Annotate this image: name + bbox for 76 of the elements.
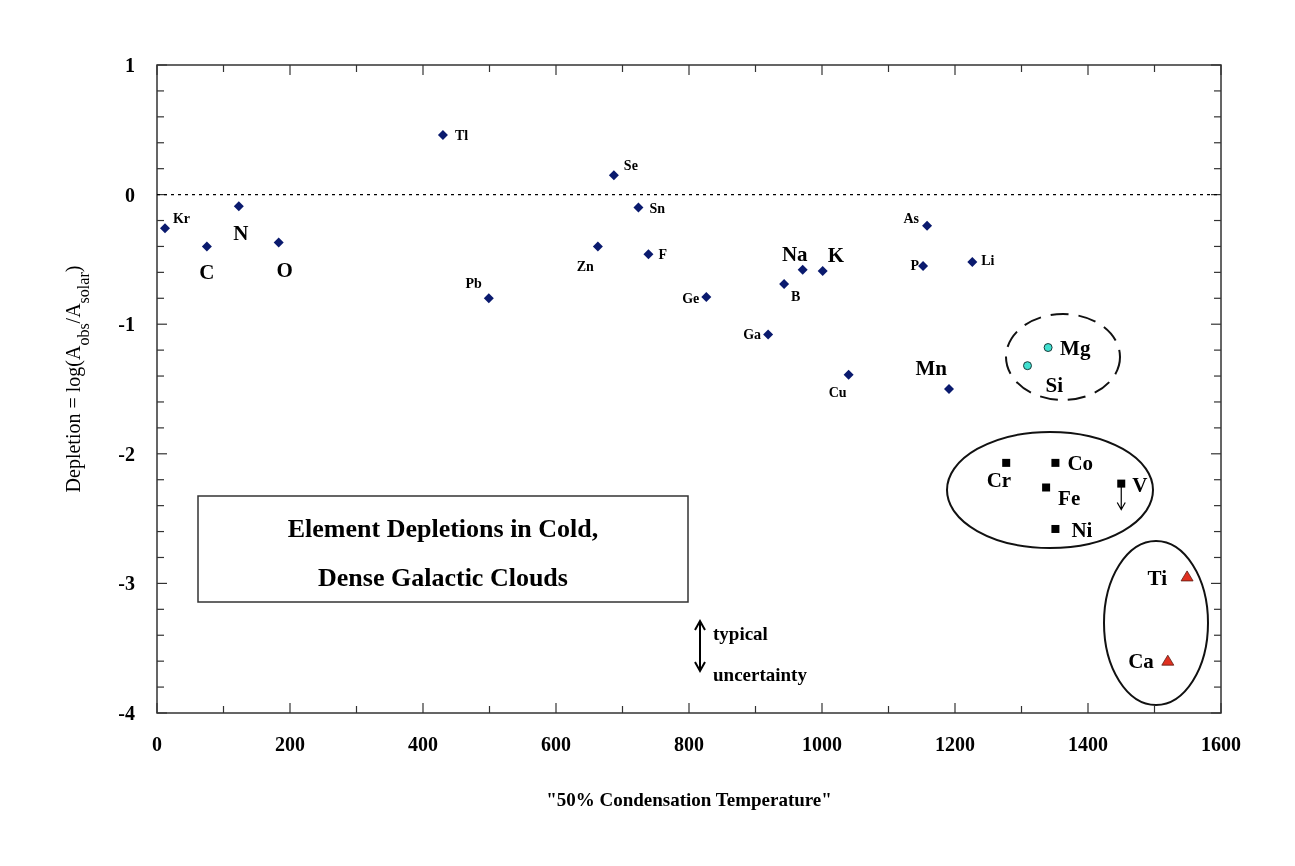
annotation: V bbox=[1132, 472, 1148, 497]
annotation: Sn bbox=[649, 200, 666, 216]
point bbox=[922, 220, 933, 231]
annotation: Ga bbox=[743, 326, 762, 342]
annotation: Cr bbox=[986, 467, 1012, 492]
annotation: typical uncertainty bbox=[713, 623, 808, 685]
point bbox=[437, 129, 448, 140]
point bbox=[1022, 361, 1032, 371]
point bbox=[1042, 483, 1051, 492]
annotation: Na bbox=[781, 241, 809, 266]
point bbox=[483, 293, 494, 304]
x-tick-label: 800 bbox=[674, 733, 704, 755]
annotation: B bbox=[791, 289, 801, 305]
x-tick-label: 400 bbox=[408, 733, 438, 755]
y-tick-label: -2 bbox=[118, 442, 135, 465]
annotation: Tl bbox=[454, 127, 469, 143]
annotation: F bbox=[658, 247, 667, 263]
x-tick-label: 600 bbox=[541, 733, 571, 755]
y-tick-label: -1 bbox=[118, 313, 135, 336]
annotation: Ni bbox=[1071, 517, 1093, 542]
annotation: Fe bbox=[1058, 486, 1081, 511]
annotation: N bbox=[233, 221, 249, 246]
point bbox=[1180, 570, 1194, 582]
point bbox=[1161, 654, 1175, 666]
annotation: Mg bbox=[1060, 335, 1091, 360]
annotation: Ca bbox=[1128, 649, 1155, 674]
point bbox=[233, 201, 244, 212]
point bbox=[763, 329, 774, 340]
point bbox=[1051, 524, 1060, 533]
point bbox=[967, 256, 978, 267]
y-tick-label: 1 bbox=[125, 54, 135, 76]
y-tick-label: 0 bbox=[125, 183, 135, 206]
point bbox=[944, 384, 955, 394]
annotation: O bbox=[276, 257, 293, 282]
point bbox=[201, 241, 212, 252]
x-tick-label: 200 bbox=[275, 733, 305, 755]
point bbox=[797, 264, 808, 275]
annotation: Li bbox=[981, 252, 995, 268]
point bbox=[918, 260, 929, 271]
annotation: Zn bbox=[576, 259, 595, 275]
x-tick-label: 1000 bbox=[802, 733, 842, 755]
annotation: Kr bbox=[172, 211, 191, 227]
point bbox=[592, 241, 603, 252]
point bbox=[643, 249, 654, 260]
point bbox=[608, 170, 619, 181]
point bbox=[633, 202, 644, 213]
annotation: Cu bbox=[828, 384, 847, 400]
x-tick-label: 1600 bbox=[1201, 733, 1241, 755]
text: Element Depletions in Cold, Dense Galactic Clouds bbox=[287, 514, 599, 592]
annotation: Si bbox=[1045, 372, 1064, 397]
point bbox=[1043, 343, 1053, 353]
x-tick-label: 1200 bbox=[935, 733, 975, 755]
x-axis-title: "50% Condensation Temperature" bbox=[546, 789, 832, 810]
point bbox=[1117, 479, 1126, 488]
point bbox=[843, 369, 854, 380]
x-tick-label: 0 bbox=[152, 733, 162, 755]
annotation: Co bbox=[1067, 450, 1094, 475]
point bbox=[779, 279, 790, 290]
point bbox=[273, 237, 284, 248]
annotation: As bbox=[903, 210, 920, 226]
annotation: Se bbox=[623, 158, 638, 174]
annotation: C bbox=[199, 260, 215, 285]
annotation: Ge bbox=[682, 290, 700, 306]
point bbox=[1002, 458, 1011, 467]
annotation: K bbox=[827, 243, 845, 268]
annotation: P bbox=[910, 257, 920, 273]
annotation: Ti bbox=[1147, 565, 1168, 590]
y-tick-label: -3 bbox=[118, 572, 135, 595]
annotation: Pb bbox=[465, 276, 483, 292]
annotation: Mn bbox=[915, 356, 948, 380]
point bbox=[1051, 458, 1060, 467]
point bbox=[817, 266, 828, 277]
point bbox=[159, 223, 170, 234]
x-tick-label: 1400 bbox=[1068, 733, 1108, 755]
point bbox=[701, 291, 712, 302]
y-tick-label: -4 bbox=[118, 702, 135, 724]
